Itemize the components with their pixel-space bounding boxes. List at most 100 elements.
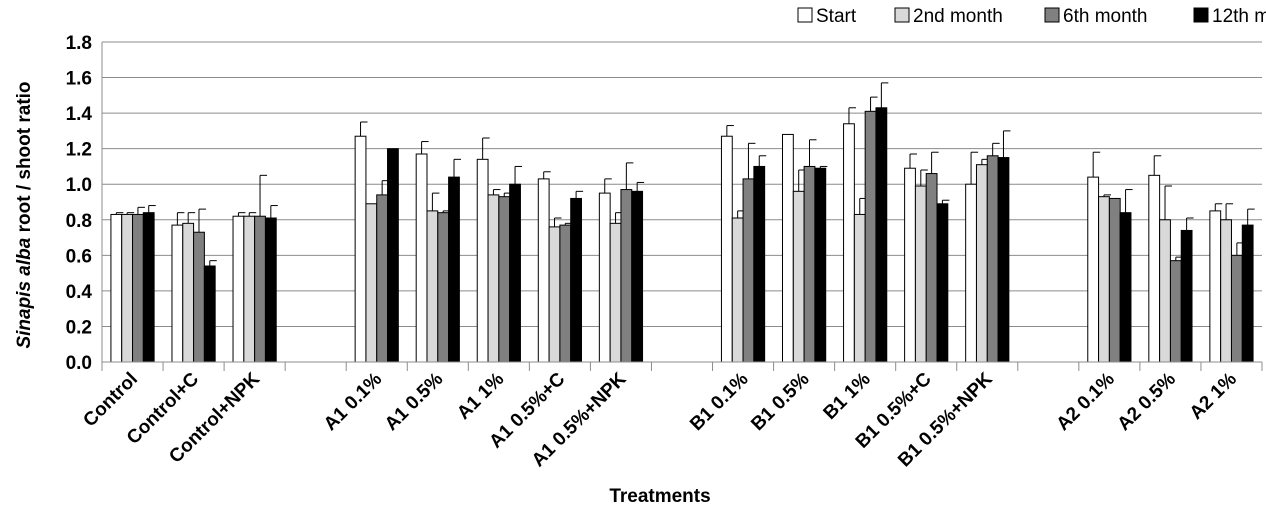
- bar: [620, 189, 633, 363]
- y-tick-label: 0.6: [66, 246, 92, 267]
- bar: [986, 155, 999, 363]
- y-tick-label: 0.8: [66, 211, 92, 232]
- bar: [975, 164, 988, 363]
- bar: [1180, 229, 1193, 363]
- bar: [537, 178, 550, 363]
- y-tick-label: 0.2: [66, 317, 92, 338]
- gridlines: [102, 41, 1262, 327]
- bar: [1108, 197, 1121, 363]
- bar: [609, 222, 622, 363]
- bar: [803, 165, 816, 363]
- x-tick-label: A1 0.1%: [320, 369, 386, 435]
- y-tick-label: 1.4: [66, 104, 93, 125]
- bar: [853, 213, 866, 363]
- bar: [121, 213, 134, 363]
- y-tick-labels: 0.0 0.2 0.4 0.6 0.8 1.0 1.2 1.4 1.6 1.8: [66, 33, 93, 374]
- x-tick-label: A2 0.1%: [1053, 369, 1119, 435]
- bar: [864, 110, 877, 363]
- x-tick-label: Control: [79, 369, 142, 432]
- bar: [509, 183, 521, 363]
- y-tick-label: 1.6: [66, 69, 92, 90]
- x-tick-label: A2 0.5%: [1114, 369, 1180, 435]
- x-tick-label: B1 1%: [820, 369, 875, 424]
- legend-label: 12th month: [1212, 6, 1266, 27]
- y-axis-title: Sinapis alba root / shoot ratio: [14, 81, 35, 348]
- bar: [132, 213, 144, 363]
- bar: [814, 167, 827, 363]
- bar: [731, 217, 744, 363]
- bar: [142, 212, 155, 363]
- bar: [1220, 219, 1232, 363]
- bar: [387, 148, 399, 363]
- bar: [182, 222, 195, 363]
- bar: [631, 190, 644, 363]
- bar: [376, 194, 389, 363]
- bar: [936, 203, 949, 363]
- bar: [843, 123, 855, 363]
- bar: [254, 215, 266, 363]
- bar: [925, 173, 938, 363]
- bar: [782, 133, 794, 363]
- bar: [904, 167, 916, 363]
- bar: [426, 210, 439, 363]
- bar: [415, 153, 428, 363]
- x-tick-label: B1 0.1%: [686, 369, 752, 435]
- bar: [1169, 260, 1182, 363]
- bar: [365, 203, 378, 363]
- bar: [1119, 212, 1132, 363]
- y-tick-label: 1.0: [66, 175, 92, 196]
- x-tick-label: A1 0.5%: [381, 369, 447, 435]
- legend-swatch: [894, 7, 910, 23]
- legend-label: 6th month: [1063, 6, 1148, 27]
- bar: [476, 158, 489, 363]
- bar: [203, 265, 216, 363]
- x-tick-label: A2 1%: [1186, 369, 1241, 424]
- bar: [171, 224, 184, 363]
- x-tick-label: B1 0.5%: [747, 369, 813, 435]
- bar: [875, 107, 888, 363]
- x-axis-title: Treatments: [609, 486, 710, 507]
- bar: [1098, 196, 1110, 363]
- y-tick-label: 1.8: [66, 33, 92, 54]
- bar: [720, 135, 733, 363]
- legend-label: 2nd month: [913, 6, 1003, 27]
- bar: [1159, 219, 1171, 363]
- bar: [1087, 176, 1100, 363]
- bar: [792, 190, 805, 363]
- legend-swatch: [1044, 7, 1060, 23]
- bar: [498, 196, 511, 363]
- axes: [101, 42, 1263, 371]
- legend: Start 2nd month 6th month 12th month: [797, 6, 1266, 27]
- bar: [914, 185, 927, 363]
- x-tick-label: A1 1%: [453, 369, 508, 424]
- bar: [487, 194, 500, 363]
- bar: [997, 157, 1010, 363]
- bar: [110, 213, 123, 363]
- bar: [243, 215, 256, 363]
- bar: [548, 226, 561, 363]
- bar: [598, 192, 611, 363]
- bar: [232, 215, 245, 363]
- y-axis-title-italic: Sinapis alba: [14, 237, 35, 348]
- bar: [1241, 224, 1254, 363]
- bar: [1230, 254, 1243, 363]
- y-tick-label: 0.0: [66, 353, 92, 374]
- bar: [193, 231, 205, 363]
- legend-swatch: [1193, 7, 1209, 23]
- bar: [1148, 174, 1161, 363]
- y-tick-label: 1.2: [66, 140, 92, 161]
- legend-swatch: [797, 7, 813, 23]
- bar: [965, 183, 977, 363]
- bar: [742, 178, 755, 363]
- bar: [448, 176, 460, 363]
- legend-label: Start: [816, 6, 857, 27]
- bar: [354, 135, 367, 363]
- bar: [753, 165, 766, 363]
- bar: [1209, 210, 1222, 363]
- bar-series: [110, 82, 1255, 363]
- bar: [437, 212, 450, 363]
- y-axis-title-rest: root / shoot ratio: [14, 81, 35, 237]
- bar: [559, 224, 572, 363]
